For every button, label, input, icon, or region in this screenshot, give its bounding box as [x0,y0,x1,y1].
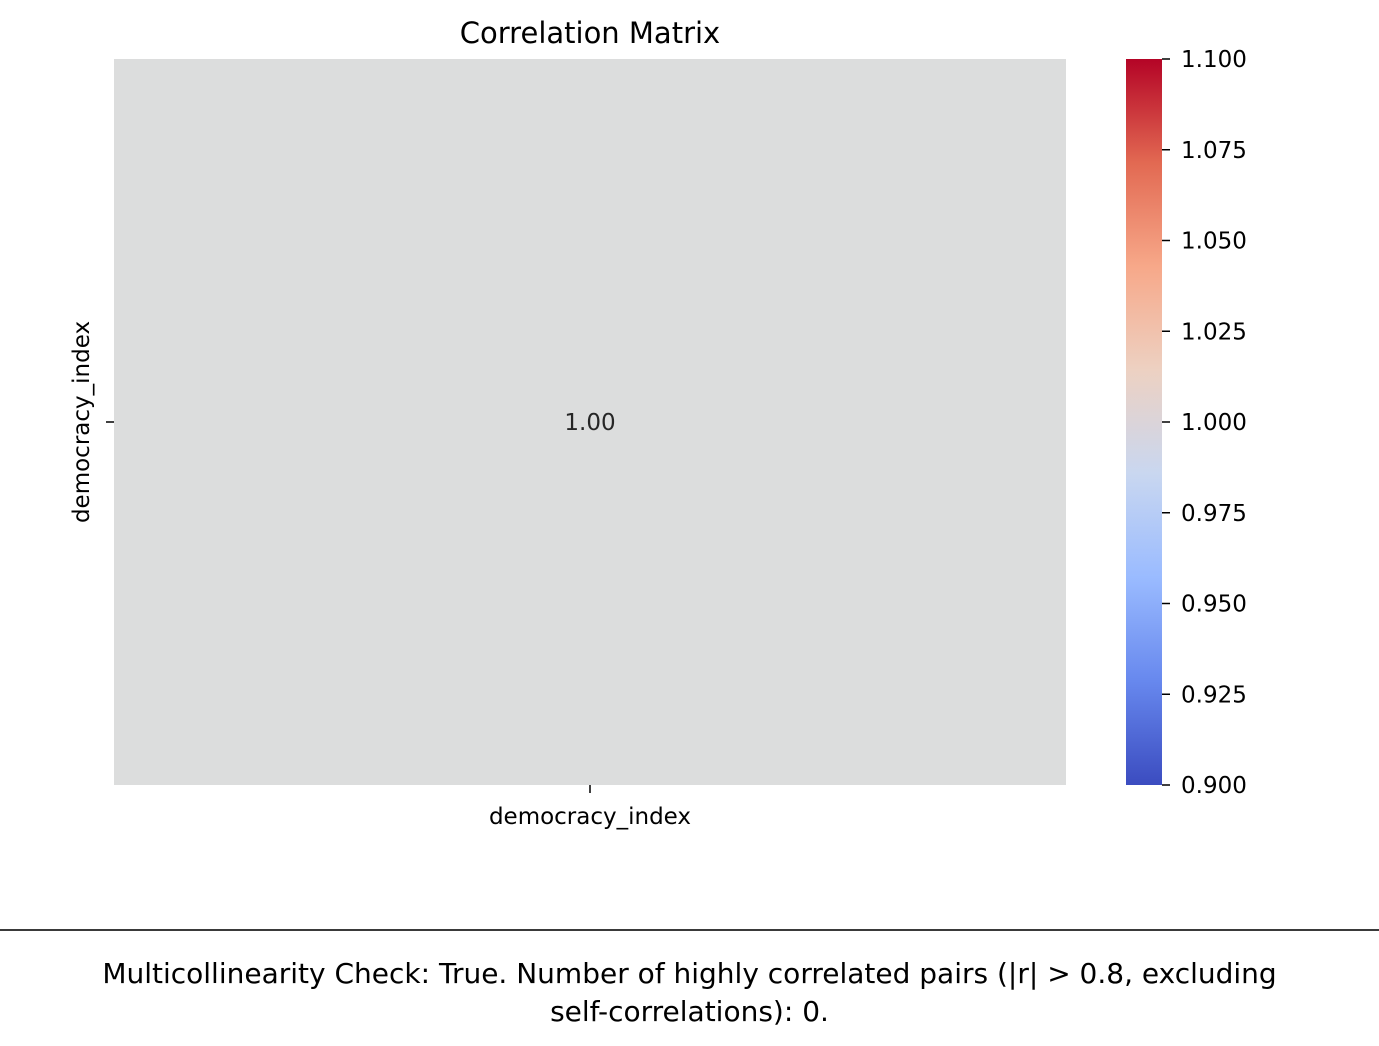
colorbar-gradient [1126,59,1162,785]
caption-line-1: Multicollinearity Check: True. Number of… [102,957,1277,990]
heatmap-cell [114,59,1066,785]
colorbar-tick-label: 0.900 [1181,773,1247,799]
caption-line-2: self-correlations): 0. [550,995,829,1028]
colorbar-tick-label: 1.050 [1181,229,1247,255]
colorbar-tick-label: 1.075 [1181,138,1247,164]
x-tick-label: democracy_index [489,804,691,830]
colorbar-tick-label: 1.025 [1181,319,1247,345]
colorbar-tick-label: 1.000 [1181,410,1247,436]
colorbar: 0.900 0.925 0.950 0.975 1.000 1.025 1.050 1.075… [1126,47,1247,799]
cell-annotation: 1.00 [564,410,615,436]
colorbar-tick-label: 0.925 [1181,682,1247,708]
caption-divider [0,929,1379,931]
heatmap-area: 1.00 democracy_index democracy_index [69,59,1066,830]
chart-title: Correlation Matrix [460,16,720,50]
colorbar-tick-label: 1.100 [1181,47,1247,73]
y-tick-label: democracy_index [69,321,95,523]
colorbar-tick-label: 0.975 [1181,501,1247,527]
colorbar-tick-label: 0.950 [1181,592,1247,618]
multicollinearity-caption: Multicollinearity Check: True. Number of… [0,955,1379,1031]
